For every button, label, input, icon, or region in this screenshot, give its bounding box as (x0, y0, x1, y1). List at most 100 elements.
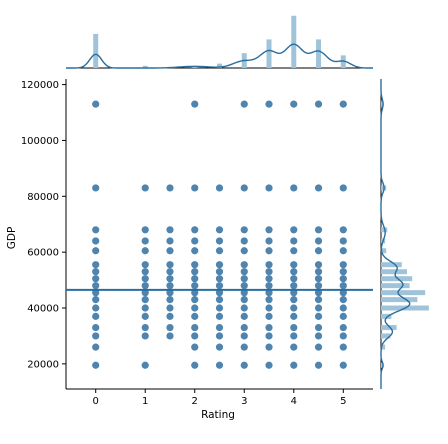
data-point (215, 296, 224, 304)
data-point (166, 184, 174, 192)
data-point (92, 304, 100, 312)
data-point (339, 343, 347, 351)
data-point (191, 332, 199, 340)
data-point (290, 247, 298, 255)
data-point (314, 184, 323, 192)
data-point (314, 100, 323, 108)
data-point (314, 226, 323, 234)
data-point (339, 275, 347, 283)
data-point (339, 361, 347, 369)
data-point (166, 282, 174, 290)
data-point (290, 261, 298, 269)
data-point (240, 237, 248, 245)
right-hist-bar (381, 283, 410, 289)
data-point (141, 237, 149, 245)
data-point (166, 237, 174, 245)
data-point (240, 275, 248, 283)
y-tick-label: 40000 (27, 304, 59, 315)
x-axis-label: Rating (201, 409, 235, 421)
data-point (339, 296, 347, 304)
data-point (240, 312, 248, 320)
data-point (339, 268, 347, 276)
data-point (141, 282, 149, 290)
data-point (265, 312, 273, 320)
main-plot-area: 0 1 2 3 4 5 20000 40000 60000 80000 100000 120000 (21, 79, 373, 407)
data-point (215, 275, 224, 283)
data-point (339, 282, 347, 290)
right-hist-bar (381, 344, 386, 350)
data-point (265, 296, 273, 304)
data-point (215, 226, 224, 234)
data-point (191, 100, 199, 108)
data-point (141, 247, 149, 255)
data-point (339, 100, 347, 108)
data-point (290, 237, 298, 245)
data-point (166, 332, 174, 340)
data-point (339, 184, 347, 192)
data-point (141, 332, 149, 340)
data-point (290, 323, 298, 332)
top-marginal-histogram (66, 15, 373, 69)
data-point (240, 226, 248, 234)
data-point (265, 184, 273, 192)
data-point (314, 361, 323, 369)
right-hist-bar (381, 269, 407, 275)
data-point (290, 275, 298, 283)
top-hist-bar (291, 15, 297, 68)
data-point (92, 312, 100, 320)
right-hist-bar (381, 333, 391, 339)
x-tick-label: 3 (241, 396, 247, 407)
data-point (166, 247, 174, 255)
right-hist-bar (381, 101, 384, 107)
data-point (240, 184, 248, 192)
data-point (92, 323, 100, 332)
right-hist-bar (381, 262, 402, 268)
data-point (191, 304, 199, 312)
top-hist-bar (266, 39, 272, 68)
data-point (339, 261, 347, 269)
data-point (290, 282, 298, 290)
data-point (92, 275, 100, 283)
x-tick-label: 5 (340, 396, 346, 407)
data-point (290, 304, 298, 312)
data-point (215, 304, 224, 312)
top-hist-bar (142, 65, 148, 68)
data-point (265, 282, 273, 290)
data-point (339, 312, 347, 320)
data-point (215, 247, 224, 255)
data-point (240, 268, 248, 276)
data-point (265, 261, 273, 269)
data-point (191, 237, 199, 245)
data-point (141, 275, 149, 283)
data-point (339, 247, 347, 255)
x-tick-label: 1 (142, 396, 148, 407)
data-point (339, 237, 347, 245)
data-point (191, 261, 199, 269)
data-point (290, 184, 298, 192)
data-point (141, 323, 149, 332)
data-point (314, 268, 323, 276)
data-point (215, 361, 224, 369)
data-point (92, 282, 100, 290)
top-hist-bar (93, 33, 99, 68)
data-point (191, 323, 199, 332)
data-point (141, 184, 149, 192)
data-point (314, 312, 323, 320)
data-point (314, 275, 323, 283)
data-point (339, 304, 347, 312)
data-point (240, 282, 248, 290)
data-point (92, 100, 100, 108)
data-point (314, 247, 323, 255)
data-point (240, 100, 248, 108)
data-point (265, 304, 273, 312)
data-point (215, 261, 224, 269)
data-point (290, 100, 298, 108)
data-point (191, 361, 199, 369)
data-point (290, 268, 298, 276)
data-point (215, 323, 224, 332)
data-point (240, 304, 248, 312)
data-point (92, 296, 100, 304)
data-point (265, 361, 273, 369)
